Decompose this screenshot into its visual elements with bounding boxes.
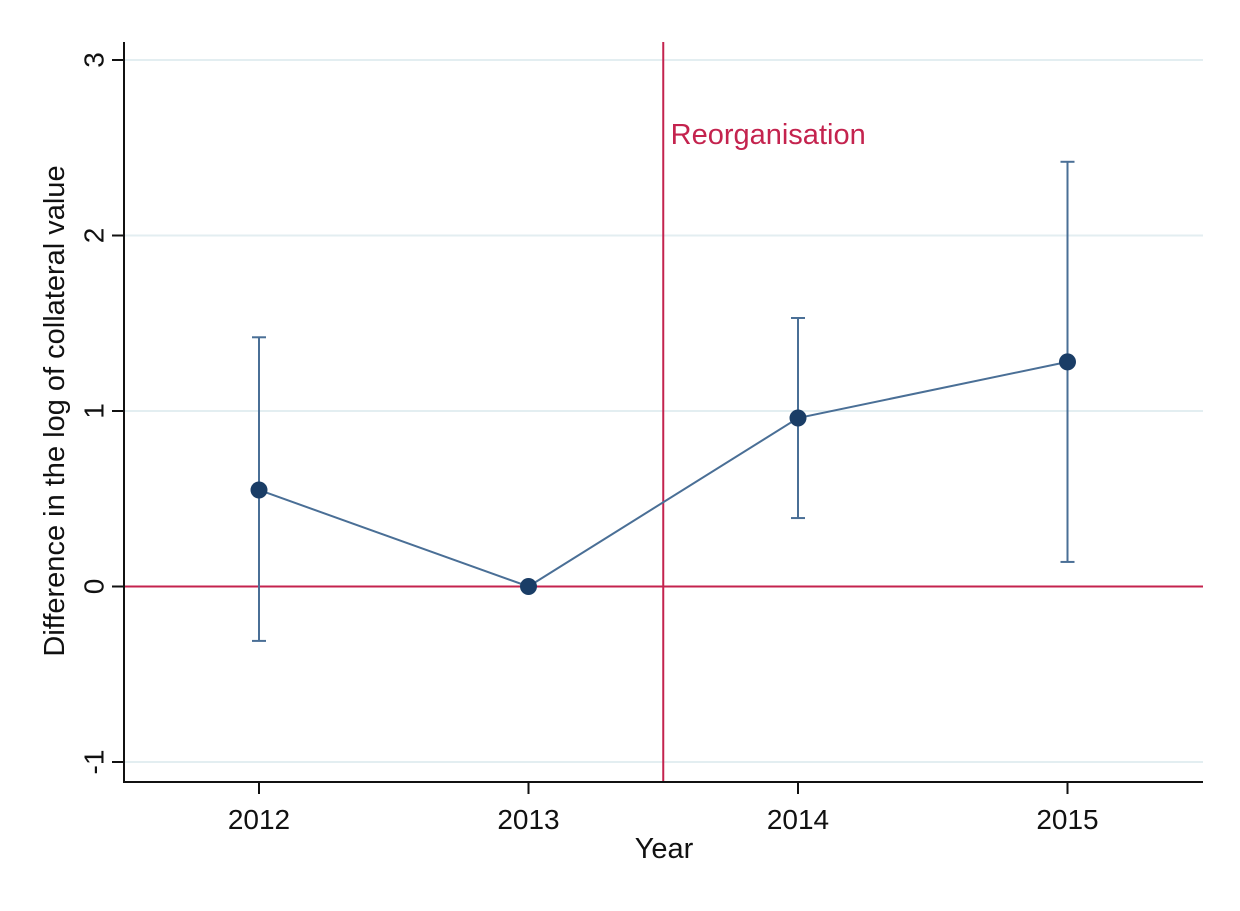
y-tick-label-3: 3 [78, 52, 109, 68]
annotations: Reorganisation [671, 119, 866, 151]
data-point-2012 [250, 481, 268, 499]
series-line [258, 360, 1068, 588]
y-tick-label-2: 2 [78, 228, 109, 244]
series [250, 353, 1076, 595]
data-point-2015 [1059, 353, 1076, 371]
y-tick-label--1: -1 [78, 750, 109, 775]
x-tick-label-2012: 2012 [228, 804, 290, 835]
y-tick-label-1: 1 [78, 403, 109, 419]
axes [112, 42, 1203, 794]
x-tick-label-2014: 2014 [767, 804, 829, 835]
x-tick-label-2015: 2015 [1036, 804, 1098, 835]
x-tick-label-2013: 2013 [497, 804, 559, 835]
y-tick-label-0: 0 [78, 579, 109, 595]
data-point-2013 [520, 578, 537, 595]
x-axis-title: Year [635, 833, 694, 865]
data-point-2014 [789, 409, 807, 427]
annotation-reorganisation: Reorganisation [671, 119, 866, 151]
tick-labels: -1 0 1 2 3 2012 2013 2014 2015 [78, 52, 1098, 835]
y-axis-title: Difference in the log of collateral valu… [39, 165, 71, 656]
reference-lines [124, 42, 1203, 782]
